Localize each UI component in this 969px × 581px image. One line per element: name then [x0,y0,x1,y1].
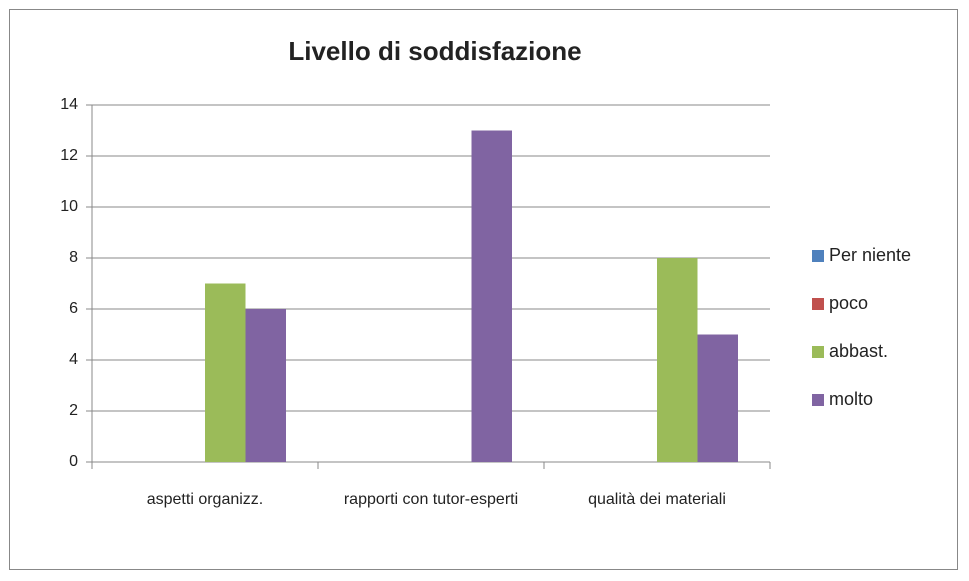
y-tick-label: 12 [60,147,78,164]
x-tick-label: aspetti organizz. [146,491,264,508]
chart-title: Livello di soddisfazione [288,36,581,66]
y-tick-label: 10 [60,198,78,215]
y-tick-label: 2 [69,402,78,419]
y-tick-label: 4 [69,351,78,368]
legend-swatch [812,250,824,262]
legend-swatch [812,298,824,310]
x-tick-label: qualità dei materiali [588,491,726,508]
bar [245,309,286,462]
y-tick-label: 6 [69,300,78,317]
bar [697,334,738,462]
legend-swatch [812,394,824,406]
legend-label: abbast. [829,341,888,361]
legend-label: poco [829,293,868,313]
y-tick-label: 8 [69,249,78,266]
y-tick-label: 14 [60,96,78,113]
bar [657,258,698,462]
y-tick-label: 0 [69,453,78,470]
legend-label: Per niente [829,245,911,265]
legend-swatch [812,346,824,358]
bar [205,283,246,462]
legend-label: molto [829,389,873,409]
bar [471,130,512,462]
x-tick-label: rapporti con tutor-esperti [343,491,519,508]
